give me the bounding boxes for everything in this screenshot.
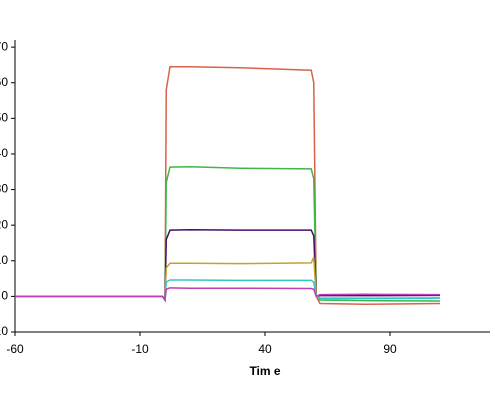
y-tick-label: 0 [1,289,8,303]
y-tick-label: -10 [0,324,8,338]
series-line [15,287,441,302]
y-tick-label: 60 [0,75,8,89]
y-tick-label: 10 [0,253,8,267]
y-tick-label: 40 [0,146,8,160]
x-tick-label: -60 [6,342,24,356]
x-tick-label: -10 [131,342,149,356]
y-tick-label: 30 [0,182,8,196]
x-axis-title: Tim e [249,364,280,378]
x-tick-label: 90 [383,342,397,356]
y-tick-label: 50 [0,111,8,125]
x-tick-label: 40 [258,342,272,356]
y-tick-label: 70 [0,39,8,53]
series-line [15,256,441,303]
y-tick-label: 20 [0,217,8,231]
series-line [15,65,441,305]
series-line [15,229,441,303]
